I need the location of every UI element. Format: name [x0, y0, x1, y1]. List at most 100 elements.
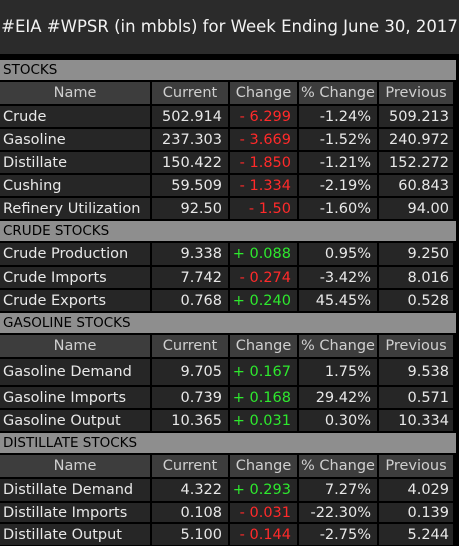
section-header-stocks: STOCKS: [0, 60, 456, 80]
column-header-current: Current: [152, 82, 228, 104]
row-previous: 8.016: [379, 267, 453, 288]
row-current: 150.422: [152, 152, 228, 173]
table-row: Crude Exports 0.768 + 0.240 45.45% 0.528: [0, 290, 453, 311]
column-header-previous: Previous: [379, 335, 453, 357]
table-row: Crude Production 9.338 + 0.088 0.95% 9.2…: [0, 243, 453, 265]
row-pct-change: 45.45%: [299, 290, 377, 311]
row-name: Cushing: [0, 175, 150, 196]
column-header-row: Name Current Change % Change Previous: [0, 455, 453, 477]
column-header-pct-change: % Change: [299, 455, 377, 477]
row-name: Crude Exports: [0, 290, 150, 311]
table-row: Refinery Utilization 92.50 - 1.50 -1.60%…: [0, 198, 453, 219]
table-row: Crude Imports 7.742 - 0.274 -3.42% 8.016: [0, 267, 453, 288]
row-pct-change: -2.19%: [299, 175, 377, 196]
row-pct-change: -1.52%: [299, 129, 377, 150]
column-header-previous: Previous: [379, 455, 453, 477]
row-change: - 6.299: [230, 106, 297, 127]
row-name: Gasoline Demand: [0, 359, 150, 385]
row-name: Distillate Imports: [0, 503, 150, 522]
column-header-name: Name: [0, 82, 150, 104]
section-header-crude-stocks: CRUDE STOCKS: [0, 221, 456, 241]
row-current: 0.108: [152, 503, 228, 522]
column-header-row: Name Current Change % Change Previous: [0, 335, 453, 357]
row-pct-change: -3.42%: [299, 267, 377, 288]
table-row: Gasoline Output 10.365 + 0.031 0.30% 10.…: [0, 410, 453, 431]
row-pct-change: -2.75%: [299, 524, 377, 545]
row-previous: 0.571: [379, 387, 453, 408]
row-previous: 5.244: [379, 524, 453, 545]
row-previous: 9.250: [379, 243, 453, 265]
section-header-distillate-stocks: DISTILLATE STOCKS: [0, 433, 456, 453]
row-name: Gasoline Output: [0, 410, 150, 431]
row-previous: 0.139: [379, 503, 453, 522]
row-name: Refinery Utilization: [0, 198, 150, 219]
row-change: + 0.293: [230, 479, 297, 501]
row-current: 9.705: [152, 359, 228, 385]
table-row: Cushing 59.509 - 1.334 -2.19% 60.843: [0, 175, 453, 196]
row-current: 92.50: [152, 198, 228, 219]
row-change: - 0.144: [230, 524, 297, 545]
row-previous: 152.272: [379, 152, 453, 173]
section-header-gasoline-stocks: GASOLINE STOCKS: [0, 313, 456, 333]
column-header-name: Name: [0, 335, 150, 357]
row-previous: 240.972: [379, 129, 453, 150]
row-name: Gasoline Imports: [0, 387, 150, 408]
table-row: Distillate 150.422 - 1.850 -1.21% 152.27…: [0, 152, 453, 173]
row-previous: 0.528: [379, 290, 453, 311]
row-previous: 4.029: [379, 479, 453, 501]
row-pct-change: 0.30%: [299, 410, 377, 431]
row-previous: 509.213: [379, 106, 453, 127]
column-header-pct-change: % Change: [299, 335, 377, 357]
row-pct-change: 7.27%: [299, 479, 377, 501]
column-header-change: Change: [230, 335, 297, 357]
report-title: #EIA #WPSR (in mbbls) for Week Ending Ju…: [0, 0, 459, 54]
row-change: + 0.168: [230, 387, 297, 408]
row-change: - 0.031: [230, 503, 297, 522]
row-current: 0.768: [152, 290, 228, 311]
column-header-change: Change: [230, 455, 297, 477]
column-header-change: Change: [230, 82, 297, 104]
column-header-current: Current: [152, 335, 228, 357]
table-row: Gasoline Demand 9.705 + 0.167 1.75% 9.53…: [0, 359, 453, 385]
table-row: Distillate Imports 0.108 - 0.031 -22.30%…: [0, 503, 453, 522]
table-row: Gasoline Imports 0.739 + 0.168 29.42% 0.…: [0, 387, 453, 408]
column-header-pct-change: % Change: [299, 82, 377, 104]
row-name: Crude Production: [0, 243, 150, 265]
row-current: 237.303: [152, 129, 228, 150]
row-pct-change: -1.60%: [299, 198, 377, 219]
column-header-current: Current: [152, 455, 228, 477]
row-pct-change: 29.42%: [299, 387, 377, 408]
column-header-previous: Previous: [379, 82, 453, 104]
row-change: + 0.088: [230, 243, 297, 265]
row-current: 7.742: [152, 267, 228, 288]
row-pct-change: 1.75%: [299, 359, 377, 385]
row-current: 59.509: [152, 175, 228, 196]
row-change: - 3.669: [230, 129, 297, 150]
row-change: - 1.334: [230, 175, 297, 196]
row-change: - 0.274: [230, 267, 297, 288]
row-change: - 1.850: [230, 152, 297, 173]
row-change: + 0.167: [230, 359, 297, 385]
row-pct-change: -22.30%: [299, 503, 377, 522]
row-change: - 1.50: [230, 198, 297, 219]
row-name: Distillate Demand: [0, 479, 150, 501]
row-pct-change: 0.95%: [299, 243, 377, 265]
row-pct-change: -1.24%: [299, 106, 377, 127]
table-row: Distillate Demand 4.322 + 0.293 7.27% 4.…: [0, 479, 453, 501]
row-name: Distillate Output: [0, 524, 150, 545]
column-header-row: Name Current Change % Change Previous: [0, 82, 453, 104]
row-current: 9.338: [152, 243, 228, 265]
table-row: Crude 502.914 - 6.299 -1.24% 509.213: [0, 106, 453, 127]
row-name: Distillate: [0, 152, 150, 173]
row-previous: 10.334: [379, 410, 453, 431]
row-current: 10.365: [152, 410, 228, 431]
row-current: 4.322: [152, 479, 228, 501]
row-current: 5.100: [152, 524, 228, 545]
row-pct-change: -1.21%: [299, 152, 377, 173]
table-row: Gasoline 237.303 - 3.669 -1.52% 240.972: [0, 129, 453, 150]
row-previous: 60.843: [379, 175, 453, 196]
row-name: Crude Imports: [0, 267, 150, 288]
table-row: Distillate Output 5.100 - 0.144 -2.75% 5…: [0, 524, 453, 545]
row-previous: 94.00: [379, 198, 453, 219]
row-name: Crude: [0, 106, 150, 127]
